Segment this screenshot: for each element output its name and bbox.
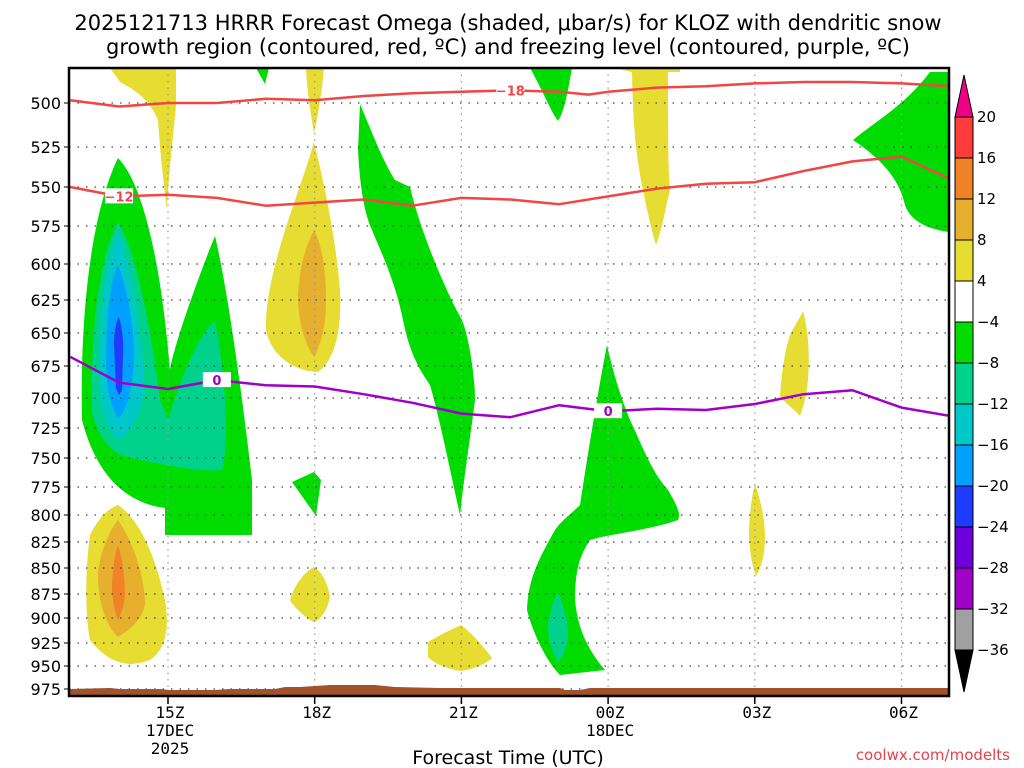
y-tick-label-800: 800 [30, 506, 61, 525]
omega-region-yellow-21z-low [428, 625, 492, 671]
colorbar-over-arrow [954, 74, 974, 118]
plot-frame [67, 66, 951, 698]
colorbar-label-minus4: −4 [977, 313, 999, 331]
colorbar-swatch-11 [954, 567, 974, 610]
omega-region-green-right-top [853, 72, 949, 232]
omega-region-green-diagonal [358, 104, 475, 515]
colorbar-label-minus32: −32 [977, 600, 1009, 618]
colorbar-swatch-3 [954, 239, 974, 282]
omega-region-yellow-18z-low [290, 567, 330, 622]
colorbar-label-minus16: −16 [977, 436, 1009, 454]
colorbar-swatch-4 [954, 280, 974, 323]
colorbar-label-12: 12 [977, 190, 996, 208]
colorbar-label-minus28: −28 [977, 559, 1009, 577]
y-tick-label-675: 675 [30, 357, 61, 376]
colorbar-label-minus12: −12 [977, 395, 1009, 413]
freezing-level-label-1-bg [594, 403, 623, 419]
credit-link[interactable]: coolwx.com/modelts [856, 746, 1010, 764]
grid-lines [69, 68, 949, 696]
colorbar-label-20: 20 [977, 108, 996, 126]
omega-region-yellow-03z-upper [780, 311, 809, 416]
y-tick-label-625: 625 [30, 291, 61, 310]
terrain-surface [69, 685, 949, 696]
y-tick-label-700: 700 [30, 389, 61, 408]
x-tick-label-21Z: 21Z [449, 703, 478, 722]
colorbar-swatch-2 [954, 198, 974, 241]
x-tick-year-15Z: 2025 [151, 739, 190, 758]
omega-region-green-top-mid [530, 68, 572, 121]
y-tick-label-900: 900 [30, 609, 61, 628]
y-tick-label-950: 950 [30, 657, 61, 676]
colorbar-label-16: 16 [977, 149, 996, 167]
y-tick-label-525: 525 [30, 138, 61, 157]
chart-title-line-1: 2025121713 HRRR Forecast Omega (shaded, … [74, 11, 941, 35]
colorbar-swatch-6 [954, 362, 974, 405]
dgz-contour-label-minus18-bg [496, 82, 525, 98]
x-tick-date-00Z: 18DEC [586, 721, 634, 740]
omega-region-orange-low-left [112, 545, 125, 620]
y-tick-label-750: 750 [30, 449, 61, 468]
colorbar-swatch-0 [954, 116, 974, 159]
x-tick-date-15Z: 17DEC [146, 721, 194, 740]
omega-region-yellow-top-00z [615, 68, 680, 245]
dgz-contour-minus18 [70, 80, 949, 108]
dgz-contour-label-minus18: −18 [496, 84, 525, 99]
x-tick-label-18Z: 18Z [302, 703, 331, 722]
omega-region-yellow-03z-lower [749, 484, 765, 576]
y-tick-label-600: 600 [30, 255, 61, 274]
colorbar-label-minus8: −8 [977, 354, 999, 372]
freezing-level-label-0-bg [202, 372, 231, 388]
colorbar-label-minus36: −36 [977, 641, 1009, 659]
colorbar-swatch-1 [954, 157, 974, 200]
y-tick-label-500: 500 [30, 94, 61, 113]
omega-region-darkblue-left [114, 317, 124, 395]
omega-shading [81, 68, 949, 675]
y-tick-label-825: 825 [30, 533, 61, 552]
y-tick-label-850: 850 [30, 559, 61, 578]
colorbar-label-4: 4 [977, 272, 987, 290]
omega-region-green-top-small [256, 68, 269, 84]
x-tick-label-03Z: 03Z [742, 703, 771, 722]
colorbar-swatch-7 [954, 403, 974, 446]
omega-region-amber-18z-core [298, 230, 326, 357]
x-tick-label-06Z: 06Z [889, 703, 918, 722]
colorbar-swatch-8 [954, 444, 974, 487]
y-axis: 500 525 550 575 600 625 650 675 700 725 750 775 800 8… [30, 94, 69, 699]
dgz-contour-minus12 [69, 155, 949, 207]
y-tick-label-775: 775 [30, 478, 61, 497]
contour-lines: −18 −12 0 0 [69, 80, 949, 420]
omega-region-teal-lower-center [548, 593, 569, 662]
colorbar-under-arrow [954, 649, 974, 693]
dgz-contour-label-minus12: −12 [105, 190, 134, 205]
colorbar-label-8: 8 [977, 231, 987, 249]
chart-title-line-2: growth region (contoured, red, ºC) and f… [106, 35, 910, 59]
y-tick-label-575: 575 [30, 217, 61, 236]
freezing-level-label-0: 0 [212, 374, 221, 389]
omega-region-green-lower-center [527, 345, 679, 675]
dgz-contour-label-minus12-bg [105, 188, 134, 204]
y-tick-label-875: 875 [30, 585, 61, 604]
colorbar-label-minus20: −20 [977, 477, 1009, 495]
y-tick-label-725: 725 [30, 419, 61, 438]
colorbar-swatch-12 [954, 608, 974, 651]
omega-region-green-small-triangle [292, 472, 321, 516]
x-tick-label-15Z: 15Z [156, 703, 185, 722]
colorbar: 20 16 12 8 4 −4 −8 −12 −16 −20 −24 −28 −32 −36 [954, 74, 1009, 693]
colorbar-swatch-10 [954, 526, 974, 569]
y-tick-label-925: 925 [30, 634, 61, 653]
y-tick-label-975: 975 [30, 680, 61, 699]
x-tick-label-00Z: 00Z [596, 703, 625, 722]
colorbar-label-minus24: −24 [977, 518, 1009, 536]
x-axis-label: Forecast Time (UTC) [412, 747, 603, 768]
y-tick-label-550: 550 [30, 178, 61, 197]
colorbar-swatch-9 [954, 485, 974, 528]
y-tick-label-650: 650 [30, 324, 61, 343]
colorbar-swatch-5 [954, 321, 974, 364]
freezing-level-label-1: 0 [604, 405, 613, 420]
